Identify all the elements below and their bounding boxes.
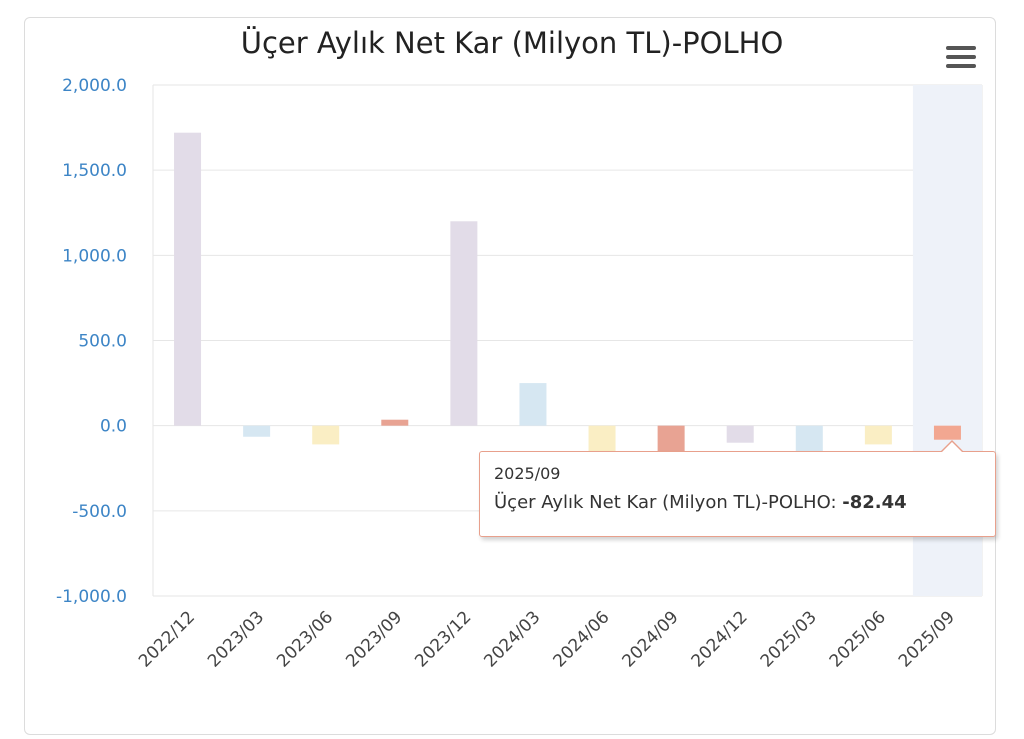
x-tick-label: 2024/12 <box>688 607 752 671</box>
y-tick-label: 1,500.0 <box>62 161 127 181</box>
bar-2025-06[interactable] <box>864 425 892 445</box>
chart-title: Üçer Aylık Net Kar (Milyon TL)-POLHO <box>240 26 784 60</box>
x-tick-label: 2025/03 <box>757 607 821 671</box>
y-axis-ticks: 2,000.0 1,500.0 1,000.0 500.0 0.0 -500.0 -1,00… <box>56 76 127 607</box>
tooltip-date: 2025/09 <box>494 464 561 483</box>
bar-2025-09[interactable] <box>933 425 961 440</box>
x-tick-label: 2023/06 <box>273 607 337 671</box>
bar-2022-12[interactable] <box>174 132 202 426</box>
bar-2023-06[interactable] <box>312 425 340 445</box>
y-tick-label: -500.0 <box>72 502 127 522</box>
tooltip-series-label: Üçer Aylık Net Kar (Milyon TL)-POLHO: <box>494 492 837 513</box>
x-tick-label: 2023/12 <box>411 607 475 671</box>
x-tick-label: 2024/06 <box>549 607 613 671</box>
bar-2023-09[interactable] <box>381 419 409 426</box>
bar-2024-06[interactable] <box>588 425 616 453</box>
bar-2023-12[interactable] <box>450 221 478 426</box>
y-tick-label: 1,000.0 <box>62 246 127 266</box>
tooltip-value: -82.44 <box>842 492 907 513</box>
tooltip-arrow-inner <box>942 442 962 452</box>
tooltip: 2025/09 Üçer Aylık Net Kar (Milyon TL)-P… <box>479 451 996 537</box>
y-tick-label: 2,000.0 <box>62 76 127 96</box>
x-tick-label: 2024/09 <box>619 607 683 671</box>
x-tick-label: 2023/09 <box>342 607 406 671</box>
x-tick-label: 2024/03 <box>480 607 544 671</box>
y-tick-label: -1,000.0 <box>56 587 127 607</box>
x-axis-ticks: 2022/12 2023/03 2023/06 2023/09 2023/12 2024/… <box>135 607 959 671</box>
x-tick-label: 2022/12 <box>135 607 199 671</box>
hamburger-menu-icon[interactable] <box>944 44 978 70</box>
bar-2024-12[interactable] <box>726 425 754 443</box>
bar-2024-03[interactable] <box>519 383 547 426</box>
y-tick-label: 0.0 <box>100 417 127 437</box>
x-tick-label: 2025/09 <box>895 607 959 671</box>
x-tick-label: 2025/06 <box>826 607 890 671</box>
x-tick-label: 2023/03 <box>204 607 268 671</box>
y-tick-label: 500.0 <box>78 332 127 352</box>
bars <box>174 132 961 496</box>
bar-2023-03[interactable] <box>243 425 271 437</box>
tooltip-line: Üçer Aylık Net Kar (Milyon TL)-POLHO: -8… <box>494 492 907 513</box>
